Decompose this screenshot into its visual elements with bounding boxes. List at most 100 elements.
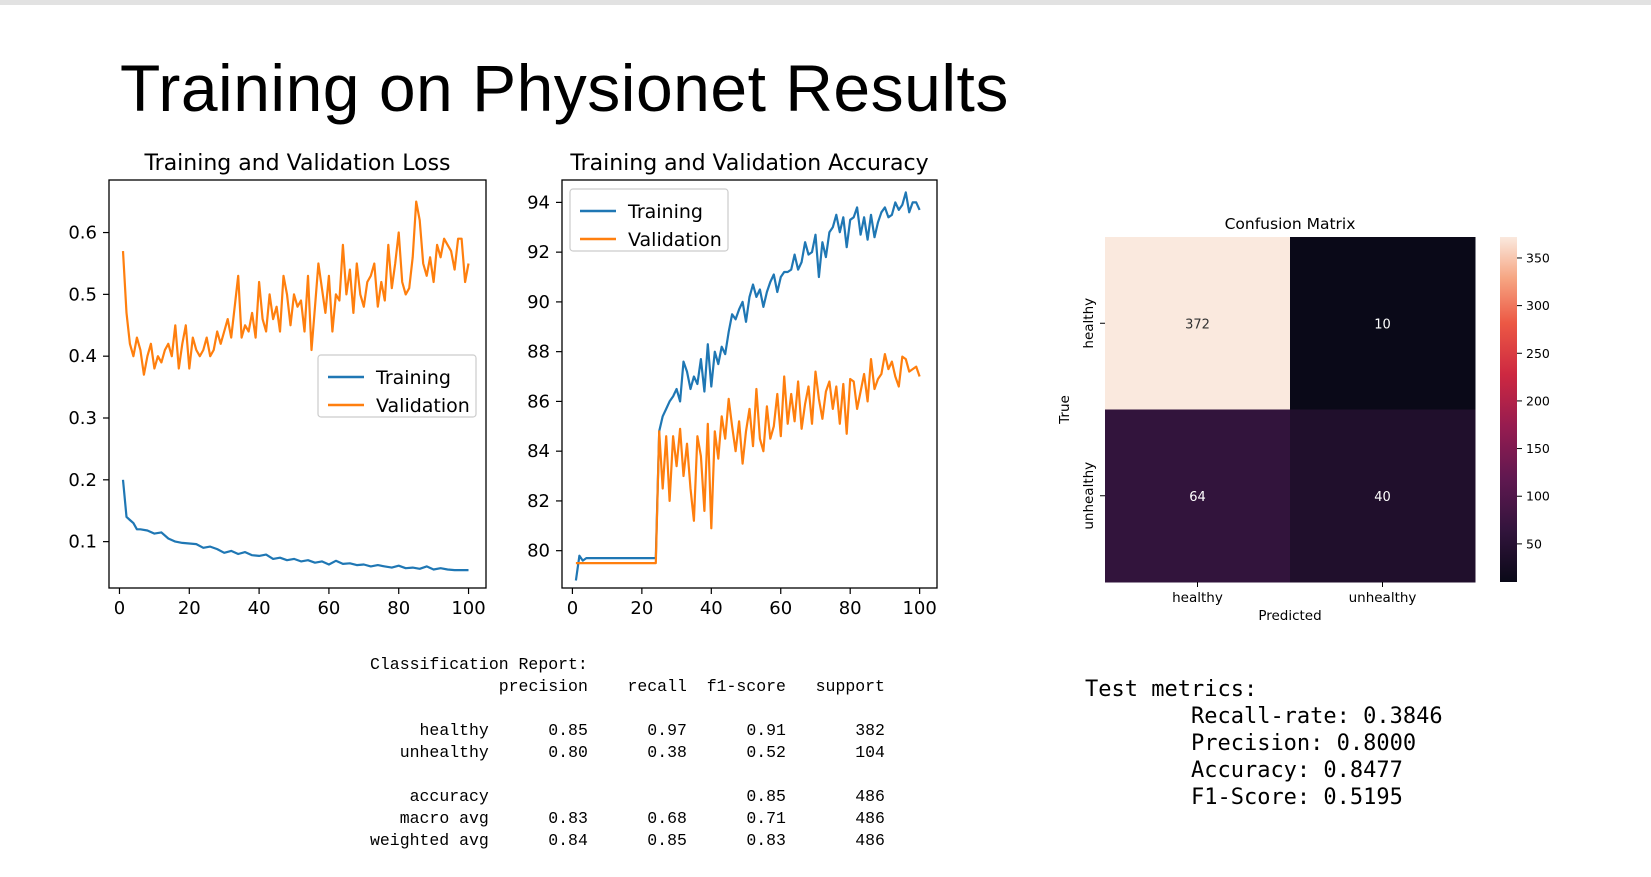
report-cell: 0.91 (746, 721, 786, 740)
cm-cell (1290, 409, 1476, 583)
report-cell: 0.83 (548, 809, 588, 828)
cm-x-axis-label: Predicted (1258, 608, 1321, 624)
report-cell: 486 (855, 809, 885, 828)
report-cell: 0.80 (548, 743, 588, 762)
accuracy-x-tick-label: 0 (567, 598, 578, 619)
top-border (0, 0, 1651, 5)
cm-cell (1290, 237, 1476, 410)
loss-y-tick-label: 0.5 (68, 284, 97, 305)
accuracy-legend-box (569, 188, 729, 252)
report-cell: 0.52 (746, 743, 786, 762)
accuracy-x-tick-label: 100 (902, 598, 936, 619)
cm-colorbar-tick-label: 200 (1526, 393, 1550, 408)
loss-x-tick-label: 0 (114, 598, 125, 619)
metric-item: Recall-rate: 0.3846 (1190, 704, 1443, 729)
loss-series-training-line (121, 479, 469, 572)
cm-colorbar (1500, 237, 1517, 582)
accuracy-plot-frame (561, 179, 938, 589)
accuracy-x-tick-label: 20 (630, 598, 653, 619)
report-cell: 0.71 (746, 809, 786, 828)
report-cell: 0.38 (647, 743, 687, 762)
accuracy-legend-validation-label: Validation (628, 229, 722, 251)
accuracy-y-tick-label: 90 (527, 292, 550, 313)
slide-title: Training on Physionet Results (120, 51, 1009, 125)
cm-cell (1105, 409, 1291, 583)
cm-y-tick-label: unhealthy (1081, 462, 1097, 530)
cm-x-tick-label: unhealthy (1349, 590, 1417, 606)
accuracy-y-tick-label: 92 (527, 242, 550, 263)
report-cell: 0.83 (746, 831, 786, 850)
report-cell: 0.97 (647, 721, 687, 740)
report-cell: 0.84 (548, 831, 588, 850)
metrics-title: Test metrics: (1085, 677, 1258, 702)
cm-y-tick-label: healthy (1081, 298, 1097, 349)
loss-y-tick-label: 0.6 (68, 223, 97, 244)
report-cell: 486 (855, 831, 885, 850)
report-cell: 104 (855, 743, 885, 762)
classification-report: Classification Report: precision recall … (370, 654, 885, 852)
accuracy-series-validation-line (575, 353, 921, 565)
loss-chart-title: Training and Validation Loss (143, 151, 450, 176)
loss-series-validation-line (121, 200, 470, 376)
loss-legend-training-label: Training (375, 367, 451, 389)
accuracy-y-tick-label: 82 (527, 491, 550, 512)
accuracy-legend-training-label: Training (627, 201, 703, 223)
loss-x-tick-label: 80 (387, 598, 410, 619)
accuracy-chart-title: Training and Validation Accuracy (569, 151, 928, 176)
cm-cell (1105, 237, 1291, 410)
cm-y-axis-label: True (1057, 395, 1073, 425)
report-row-label: macro avg (399, 809, 489, 828)
accuracy-y-tick-label: 88 (527, 342, 550, 363)
cm-cell-value: 64 (1189, 490, 1206, 505)
accuracy-y-tick-label: 84 (527, 441, 550, 462)
accuracy-x-tick-label: 60 (769, 598, 792, 619)
accuracy-x-tick-label: 40 (700, 598, 723, 619)
report-cell: 0.85 (548, 721, 588, 740)
cm-cell-value: 40 (1374, 490, 1391, 505)
report-column-header: support (815, 677, 885, 696)
cm-colorbar-tick-label: 250 (1526, 346, 1550, 361)
report-column-header: precision (498, 677, 588, 696)
accuracy-y-tick-label: 80 (527, 541, 550, 562)
accuracy-x-tick-label: 80 (839, 598, 862, 619)
report-cell: 382 (855, 721, 885, 740)
loss-x-tick-label: 40 (248, 598, 271, 619)
loss-plot-frame (108, 179, 487, 589)
cm-x-tick-label: healthy (1172, 590, 1223, 606)
loss-legend-validation-label: Validation (376, 395, 470, 417)
report-column-header: recall (627, 677, 687, 696)
cm-cell-value: 10 (1374, 317, 1391, 332)
loss-x-tick-label: 20 (178, 598, 201, 619)
loss-y-tick-label: 0.2 (68, 470, 97, 491)
cm-colorbar-tick-label: 100 (1526, 489, 1550, 504)
cm-colorbar-tick-label: 50 (1526, 536, 1542, 551)
cm-colorbar-tick-label: 300 (1526, 298, 1550, 313)
report-title: Classification Report: (370, 655, 588, 674)
loss-y-tick-label: 0.3 (68, 408, 97, 429)
loss-y-tick-label: 0.1 (68, 532, 97, 553)
accuracy-y-tick-label: 86 (527, 391, 550, 412)
loss-legend-box (317, 354, 477, 418)
loss-x-tick-label: 100 (451, 598, 485, 619)
report-row-label: weighted avg (370, 831, 489, 850)
report-row-label: unhealthy (399, 743, 489, 762)
metric-item: F1-Score: 0.5195 (1190, 785, 1403, 810)
report-row-label: accuracy (409, 787, 489, 806)
cm-colorbar-tick-label: 150 (1526, 441, 1550, 456)
metric-item: Precision: 0.8000 (1190, 731, 1417, 756)
test-metrics: Test metrics: Recall-rate: 0.3846 Precis… (1085, 676, 1443, 811)
report-column-header: f1-score (706, 677, 786, 696)
report-row-label: healthy (419, 721, 489, 740)
accuracy-y-tick-label: 94 (527, 192, 550, 213)
cm-title: Confusion Matrix (1225, 215, 1356, 233)
cm-colorbar-tick-label: 350 (1526, 250, 1550, 265)
metric-item: Accuracy: 0.8477 (1190, 758, 1403, 783)
loss-y-tick-label: 0.4 (68, 346, 97, 367)
report-cell: 486 (855, 787, 885, 806)
report-cell: 0.68 (647, 809, 687, 828)
report-cell: 0.85 (647, 831, 687, 850)
cm-cell-value: 372 (1185, 317, 1210, 332)
